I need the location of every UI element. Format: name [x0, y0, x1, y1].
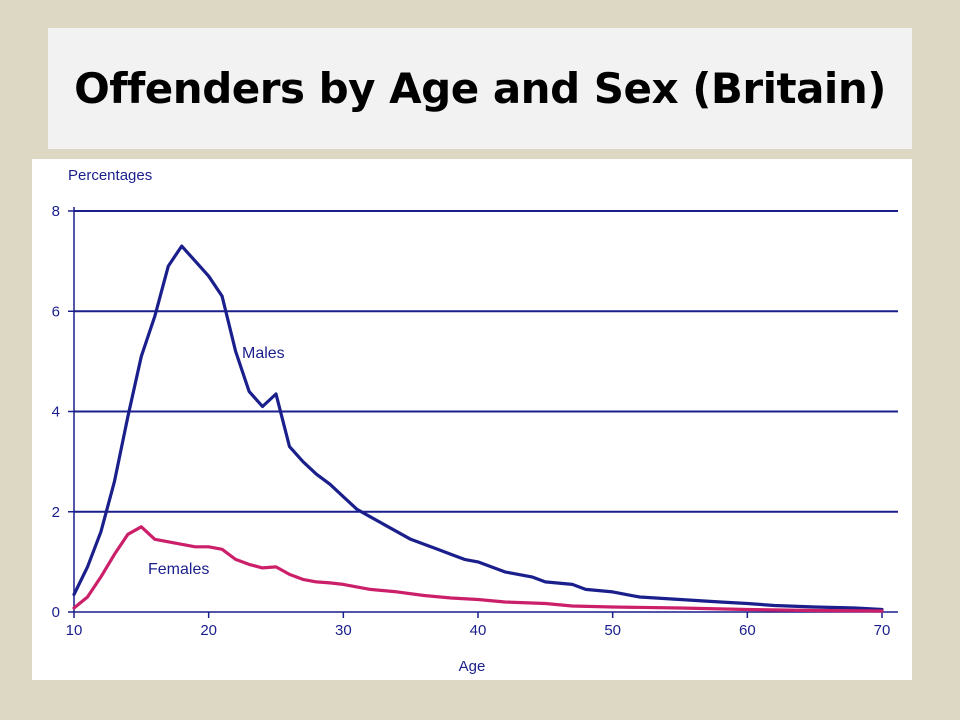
tick-labels: 0 2 4 6 8 10 20 30 40 50 60 70 — [52, 203, 891, 639]
males-series-line — [72, 244, 884, 612]
females-series-line — [72, 525, 884, 613]
y-axis-label: Percentages — [68, 167, 152, 184]
y-tick-label-8: 8 — [52, 203, 60, 220]
slide-title: Offenders by Age and Sex (Britain) — [74, 64, 886, 113]
x-tick-label-30: 30 — [335, 622, 352, 639]
x-tick-label-20: 20 — [200, 622, 217, 639]
line-chart: Percentages Age 0 2 4 6 8 10 20 30 40 50 60 70 Male… — [52, 167, 898, 675]
males-series-label: Males — [242, 345, 285, 362]
x-tick-label-70: 70 — [874, 622, 891, 639]
x-tick-label-60: 60 — [739, 622, 756, 639]
y-tick-label-4: 4 — [52, 404, 60, 421]
title-box: Offenders by Age and Sex (Britain) — [48, 28, 912, 149]
series-lines — [72, 244, 884, 613]
x-tick-label-40: 40 — [470, 622, 487, 639]
x-axis-label: Age — [459, 658, 486, 675]
y-tick-label-0: 0 — [52, 604, 60, 621]
gridlines — [74, 210, 898, 513]
females-series-label: Females — [148, 561, 209, 578]
axes — [68, 207, 898, 618]
x-tick-label-10: 10 — [66, 622, 83, 639]
y-tick-label-2: 2 — [52, 504, 60, 521]
x-tick-label-50: 50 — [604, 622, 621, 639]
chart-panel: Percentages Age 0 2 4 6 8 10 20 30 40 50 60 70 Male… — [32, 159, 912, 680]
y-tick-label-6: 6 — [52, 303, 60, 320]
